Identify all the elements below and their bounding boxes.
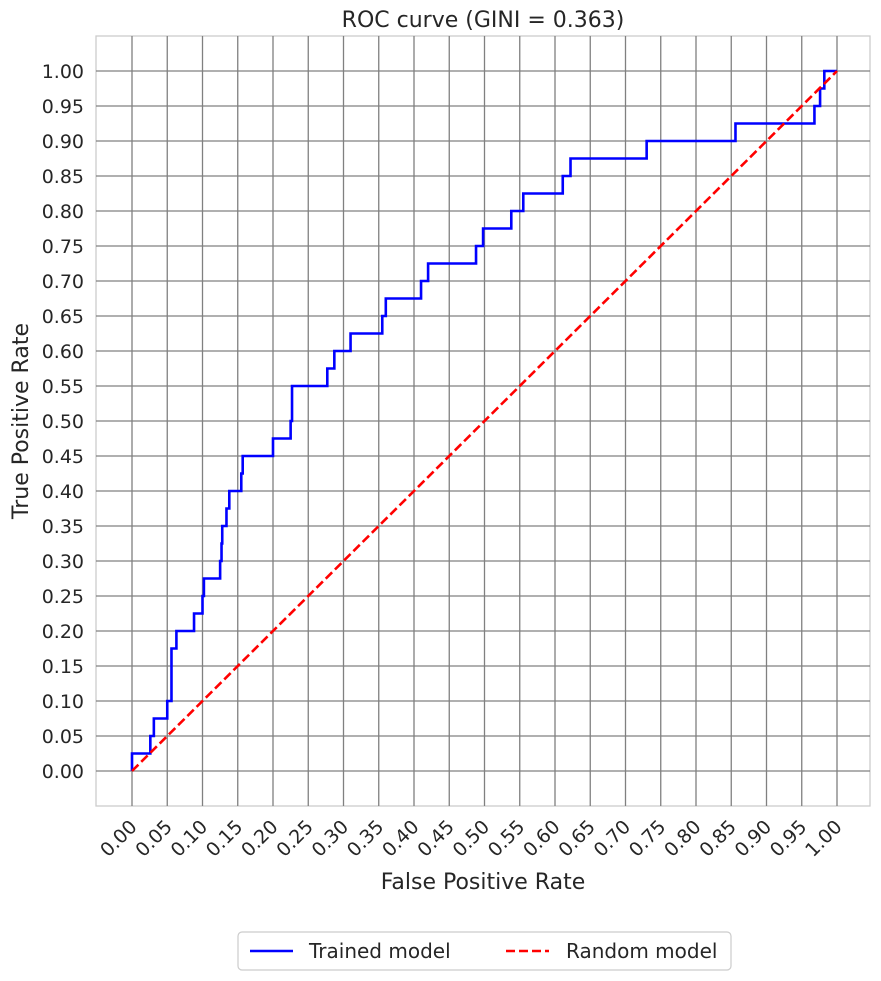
legend-label-random-model: Random model [566, 939, 717, 963]
x-tick-label: 0.40 [378, 816, 423, 861]
grid [96, 36, 870, 806]
x-tick-label: 0.15 [202, 816, 247, 861]
x-tick-label: 0.05 [131, 816, 176, 861]
x-tick-label: 0.85 [695, 816, 740, 861]
y-tick-label: 0.00 [42, 761, 84, 783]
y-tick-label: 0.25 [42, 586, 84, 608]
y-tick-label: 0.70 [42, 271, 84, 293]
y-tick-label: 0.20 [42, 621, 84, 643]
y-tick-label: 0.35 [42, 516, 84, 538]
legend-label-trained-model: Trained model [308, 939, 451, 963]
x-tick-label: 0.50 [449, 816, 494, 861]
series-lines [130, 69, 838, 772]
y-tick-label: 0.10 [42, 691, 84, 713]
y-tick-label: 0.80 [42, 201, 84, 223]
x-tick-label: 0.75 [625, 816, 670, 861]
series-random-model [131, 70, 838, 772]
chart-title: ROC curve (GINI = 0.363) [342, 8, 625, 33]
x-tick-labels: 0.000.050.100.150.200.250.300.350.400.45… [96, 816, 846, 861]
x-tick-label: 0.90 [731, 816, 776, 861]
y-tick-label: 0.85 [42, 166, 84, 188]
y-tick-label: 0.75 [42, 236, 84, 258]
y-tick-label: 0.50 [42, 411, 84, 433]
x-tick-label: 0.30 [308, 816, 353, 861]
x-tick-label: 0.70 [590, 816, 635, 861]
y-tick-label: 0.45 [42, 446, 84, 468]
x-axis-label: False Positive Rate [381, 870, 585, 895]
legend-box [237, 931, 732, 971]
x-tick-label: 0.00 [96, 816, 141, 861]
x-tick-label: 0.10 [167, 816, 212, 861]
x-tick-label: 0.25 [272, 816, 317, 861]
y-axis-label: True Positive Rate [9, 323, 34, 520]
x-tick-label: 0.45 [413, 816, 458, 861]
x-tick-label: 0.20 [237, 816, 282, 861]
x-tick-label: 1.00 [801, 816, 846, 861]
y-tick-label: 0.05 [42, 726, 84, 748]
y-tick-label: 0.95 [42, 96, 84, 118]
y-tick-label: 0.40 [42, 481, 84, 503]
x-tick-label: 0.35 [343, 816, 388, 861]
x-tick-label: 0.60 [519, 816, 564, 861]
y-tick-label: 1.00 [42, 61, 84, 83]
x-tick-label: 0.95 [766, 816, 811, 861]
y-tick-labels: 0.00 0.05 0.10 0.15 0.20 0.25 0.30 0.35 0.40 0.45… [42, 61, 84, 783]
x-tick-label: 0.65 [554, 816, 599, 861]
series-trained-model [130, 69, 837, 771]
x-tick-label: 0.55 [484, 816, 529, 861]
y-tick-label: 0.90 [42, 131, 84, 153]
y-tick-label: 0.15 [42, 656, 84, 678]
y-tick-label: 0.65 [42, 306, 84, 328]
y-tick-label: 0.55 [42, 376, 84, 398]
x-tick-label: 0.80 [660, 816, 705, 861]
y-tick-label: 0.60 [42, 341, 84, 363]
y-tick-label: 0.30 [42, 551, 84, 573]
legend: Trained model Random model [237, 931, 732, 971]
